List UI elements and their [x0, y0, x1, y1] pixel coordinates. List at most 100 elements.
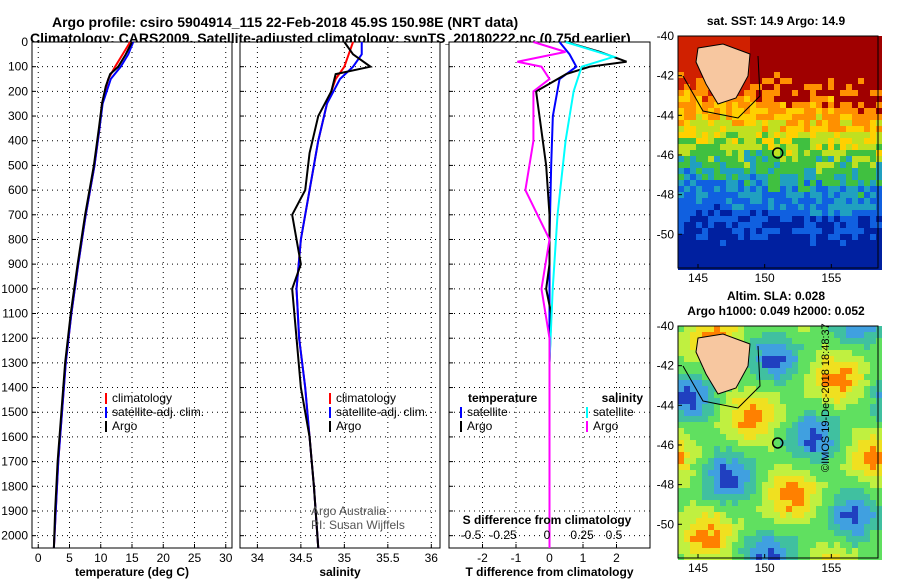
annotation-line: PI: Susan Wijffels	[311, 518, 405, 532]
depth-tick-label: 300	[8, 109, 28, 123]
land-mass-icon	[695, 43, 751, 105]
x-axis-label: temperature (deg C)	[75, 565, 189, 579]
contour-line	[682, 345, 761, 409]
legend-label: Argo	[112, 419, 138, 433]
legend-title-temperature: temperature	[468, 391, 538, 405]
panel-temperature: 0 5 10 15 20 25 30 temperature (deg C) climatolo…	[31, 41, 233, 579]
secondary-tick-label: -0.25	[489, 528, 517, 542]
annotation-line: Argo Australia	[311, 504, 386, 518]
secondary-tick-label: 0.5	[606, 528, 623, 542]
depth-tick-label: 1600	[1, 430, 28, 444]
x-tick-label: 34	[251, 551, 265, 565]
x-tick-label: 35.5	[376, 551, 400, 565]
legend-label: Argo	[593, 419, 619, 433]
series-line-argo	[52, 41, 133, 549]
map-x-tick-label: 150	[755, 561, 775, 575]
legend-label: climatology	[336, 391, 396, 405]
map-y-tick-label: -40	[657, 319, 675, 333]
panel-frame	[239, 41, 441, 549]
panel-salinity: 34 34.5 35 35.5 36 salinity climatologysatelli…	[239, 41, 441, 579]
map-y-tick-label: -46	[657, 438, 675, 452]
legend-label: satellite-adj. clim.	[336, 405, 428, 419]
sla-map-title: Altim. SLA: 0.028	[727, 289, 825, 303]
map-y-tick-label: -40	[657, 29, 675, 43]
map-y-tick-label: -44	[657, 108, 675, 122]
legend-title-salinity: salinity	[602, 391, 644, 405]
map-x-tick-label: 155	[821, 561, 841, 575]
legend-label: satellite	[467, 405, 508, 419]
map-y-tick-label: -46	[657, 148, 675, 162]
x-tick-label: 1	[580, 551, 587, 565]
map-frame	[677, 325, 879, 559]
map-y-tick-label: -50	[657, 227, 675, 241]
legend-label: satellite-adj. clim.	[112, 405, 204, 419]
legend-label: Argo	[336, 419, 362, 433]
map-y-tick-label: -50	[657, 517, 675, 531]
depth-tick-label: 400	[8, 134, 28, 148]
x-tick-label: -2	[477, 551, 488, 565]
depth-tick-label: 1400	[1, 381, 28, 395]
depth-tick-label: 0	[21, 35, 28, 49]
header-line-1: Argo profile: csiro 5904914_115 22-Feb-2…	[52, 14, 519, 30]
contour-line	[682, 55, 761, 119]
map-y-tick-label: -48	[657, 478, 675, 492]
x-tick-label: 36	[425, 551, 439, 565]
x-tick-label: 10	[94, 551, 108, 565]
x-tick-label: 2	[613, 551, 620, 565]
x-axis-label: salinity	[319, 565, 361, 579]
secondary-tick-label: 0	[544, 528, 551, 542]
depth-tick-label: 1800	[1, 479, 28, 493]
map-y-tick-label: -42	[657, 69, 675, 83]
x-tick-label: 34.5	[289, 551, 313, 565]
depth-tick-label: 100	[8, 60, 28, 74]
depth-tick-label: 500	[8, 158, 28, 172]
depth-tick-label: 900	[8, 257, 28, 271]
x-tick-label: 35	[338, 551, 352, 565]
map-x-tick-label: 150	[755, 271, 775, 285]
map-x-tick-label: 145	[688, 271, 708, 285]
panel-frame	[31, 41, 233, 549]
x-tick-label: 20	[157, 551, 171, 565]
depth-tick-label: 2000	[1, 529, 28, 543]
x-tick-label: 5	[66, 551, 73, 565]
map-y-tick-label: -44	[657, 398, 675, 412]
series-line-s-argo	[517, 41, 566, 548]
secondary-tick-label: -0.5	[461, 528, 482, 542]
x-tick-label: 15	[125, 551, 139, 565]
map-x-tick-label: 145	[688, 561, 708, 575]
depth-tick-label: 1200	[1, 331, 28, 345]
x-tick-label: 25	[188, 551, 202, 565]
map-sla: 145 150 155 -40 -42 -44 -46 -48 -50	[657, 319, 882, 575]
imos-credit: ©IMOS 19-Dec-2018 18:48:37	[820, 323, 832, 472]
x-tick-label: -1	[511, 551, 522, 565]
legend-label: satellite	[593, 405, 634, 419]
argo-location-marker	[771, 437, 784, 449]
secondary-tick-label: 0.25	[570, 528, 594, 542]
depth-tick-label: 1500	[1, 405, 28, 419]
secondary-axis-label: S difference from climatology	[463, 513, 632, 527]
sla-map-subtitle: Argo h1000: 0.049 h2000: 0.052	[687, 304, 865, 318]
panel-difference: -2 -1 0 1 2T difference from climatology temp…	[448, 41, 651, 579]
depth-tick-label: 1100	[2, 307, 28, 321]
map-frame	[677, 35, 879, 269]
x-tick-label: 0	[35, 551, 42, 565]
depth-tick-label: 1300	[1, 356, 28, 370]
series-line-argo	[291, 41, 373, 549]
argo-location-marker	[771, 147, 784, 159]
land-mass-icon	[695, 333, 751, 395]
depth-tick-label: 1900	[1, 504, 28, 518]
legend-label: Argo	[467, 419, 493, 433]
map-y-tick-label: -42	[657, 359, 675, 373]
depth-tick-label: 1700	[1, 455, 28, 469]
map-x-tick-label: 155	[821, 271, 841, 285]
x-tick-label: 30	[219, 551, 233, 565]
depth-tick-label: 600	[8, 183, 28, 197]
legend-label: climatology	[112, 391, 172, 405]
x-tick-label: 0	[546, 551, 553, 565]
sst-map-title: sat. SST: 14.9 Argo: 14.9	[707, 14, 846, 28]
map-y-tick-label: -48	[657, 188, 675, 202]
depth-tick-label: 800	[8, 232, 28, 246]
depth-tick-label: 200	[8, 84, 28, 98]
map-sst: 145 150 155 -40 -42 -44 -46 -48 -50	[657, 29, 882, 285]
